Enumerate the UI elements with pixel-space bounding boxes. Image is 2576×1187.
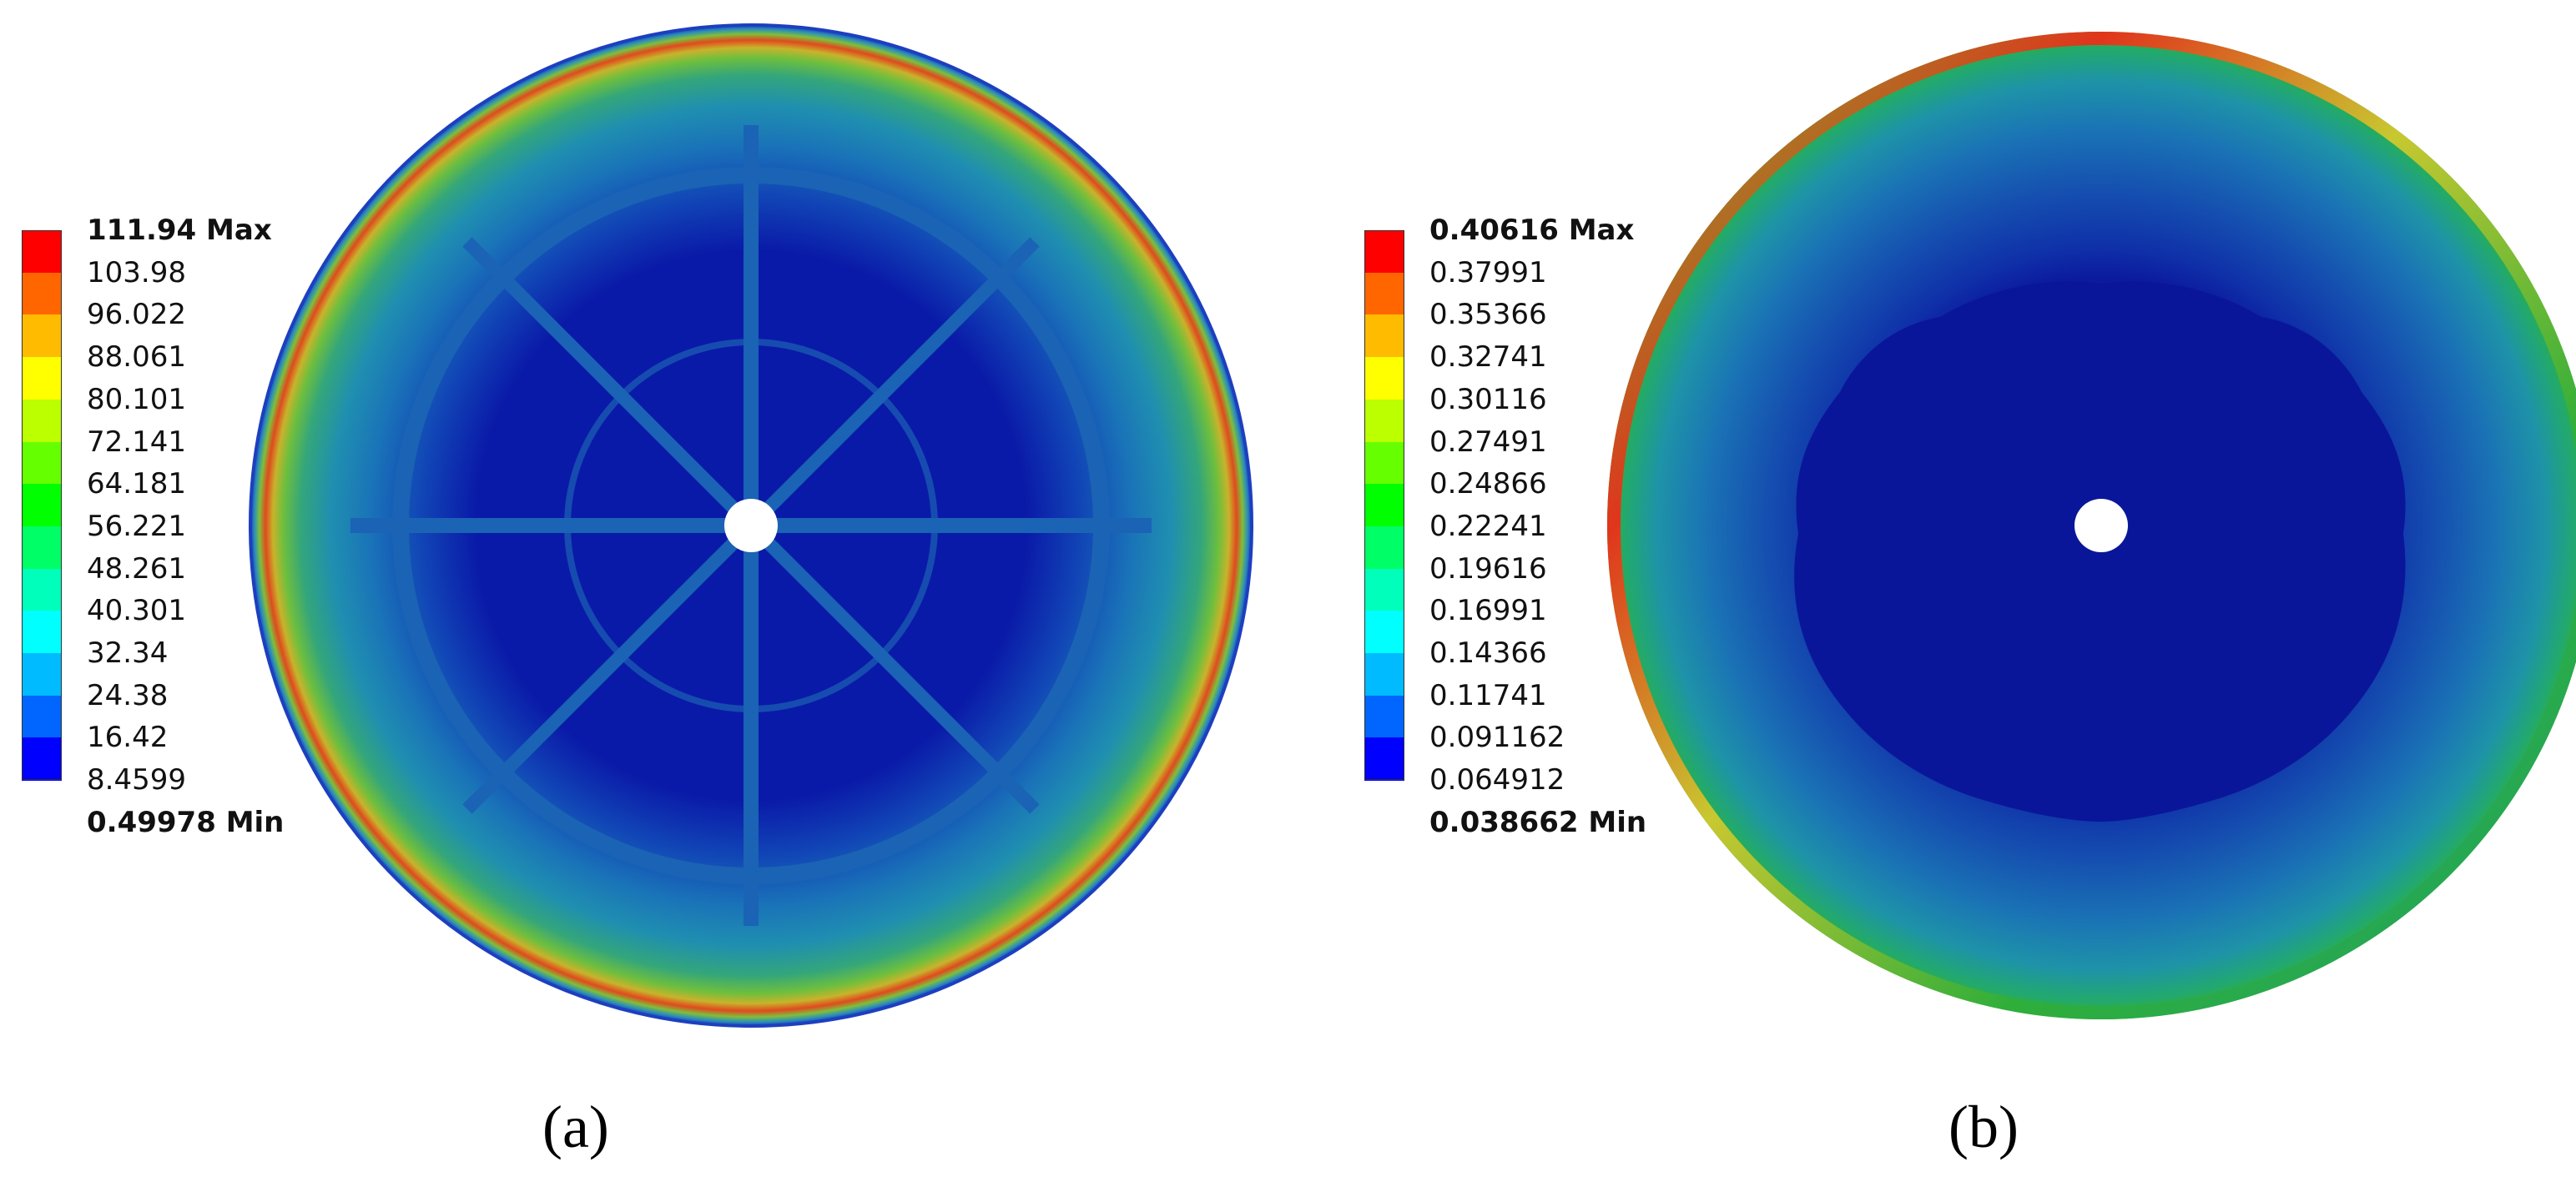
legend-tick-label: 0.37991 — [1429, 255, 1547, 289]
legend-swatch — [22, 399, 62, 443]
caption-a: (a) — [542, 1094, 609, 1160]
legend-swatch — [1364, 357, 1404, 400]
legend-swatch — [1364, 441, 1404, 485]
legend-swatch — [22, 737, 62, 782]
contour-disc-a — [249, 23, 1253, 1028]
center-hole-a — [724, 499, 778, 552]
legend-tick-label: 0.30116 — [1429, 382, 1547, 416]
legend-tick-label: 88.061 — [87, 340, 186, 375]
legend-swatch — [1364, 568, 1404, 612]
legend-tick-label: 103.98 — [87, 255, 186, 289]
legend-tick-label: 24.38 — [87, 678, 169, 712]
legend-tick-label: 96.022 — [87, 298, 186, 332]
legend-tick-label: 72.141 — [87, 425, 186, 459]
caption-b: (b) — [1948, 1094, 2019, 1160]
contour-disc-b — [1607, 32, 2576, 1019]
legend-max-label: 0.40616 Max — [1429, 214, 1635, 247]
legend-tick-label: 80.101 — [87, 382, 186, 416]
legend-tick-label: 64.181 — [87, 467, 186, 501]
legend-swatch — [1364, 611, 1404, 654]
legend-max-label: 111.94 Max — [87, 214, 272, 247]
legend-max-row: 0.40616 Max — [1364, 209, 1698, 250]
legend-swatch — [1364, 484, 1404, 527]
legend-swatch — [1364, 526, 1404, 570]
panel-b: 0.40616 Max 0.37991 0.35366 0.32741 0.30116… — [1335, 0, 2576, 1187]
legend-tick-label: 56.221 — [87, 509, 186, 543]
legend-swatch — [1364, 737, 1404, 782]
legend-tick-label: 0.27491 — [1429, 425, 1547, 459]
disc-b-rim — [1607, 32, 2576, 1019]
legend-swatch — [1364, 399, 1404, 443]
legend-tick-label: 0.22241 — [1429, 509, 1547, 543]
panel-a: 111.94 Max 103.98 96.022 88.061 80.101 72.14… — [22, 23, 1253, 1160]
legend-tick-label: 0.064912 — [1429, 763, 1565, 797]
legend-tick-label: 32.34 — [87, 636, 169, 670]
legend-min-label: 0.038662 Min — [1429, 805, 1647, 839]
legend-swatch — [1364, 653, 1404, 697]
legend-swatch — [22, 611, 62, 654]
legend-min-label: 0.49978 Min — [87, 805, 285, 839]
legend-swatch — [22, 568, 62, 612]
legend-tick-label: 0.35366 — [1429, 298, 1547, 332]
legend-swatch — [22, 526, 62, 570]
legend-swatch — [22, 653, 62, 697]
legend-tick-label: 16.42 — [87, 721, 169, 755]
legend-tick-label: 0.19616 — [1429, 551, 1547, 586]
legend-swatch — [1364, 230, 1404, 274]
legend-tick-label: 0.14366 — [1429, 636, 1547, 670]
legend-tick-label: 48.261 — [87, 551, 186, 586]
legend-tick-label: 8.4599 — [87, 763, 186, 797]
legend-swatch — [22, 484, 62, 527]
legend-tick-label: 0.32741 — [1429, 340, 1547, 375]
legend-swatch — [1364, 695, 1404, 739]
legend-tick-label: 0.11741 — [1429, 678, 1547, 712]
legend-swatch — [1364, 272, 1404, 316]
legend-swatch — [22, 441, 62, 485]
legend-swatch — [22, 357, 62, 400]
legend-swatch — [22, 695, 62, 739]
legend-tick-label: 0.24866 — [1429, 467, 1547, 501]
legend-tick-label: 0.16991 — [1429, 594, 1547, 628]
legend-swatch — [1364, 314, 1404, 359]
legend-max-row: 111.94 Max — [22, 209, 355, 250]
center-hole-b — [2074, 499, 2128, 552]
legend-swatch — [22, 314, 62, 359]
legend-tick-label: 40.301 — [87, 594, 186, 628]
legend-tick-label: 0.091162 — [1429, 721, 1565, 755]
legend-swatch — [22, 230, 62, 274]
legend-swatch — [22, 272, 62, 316]
